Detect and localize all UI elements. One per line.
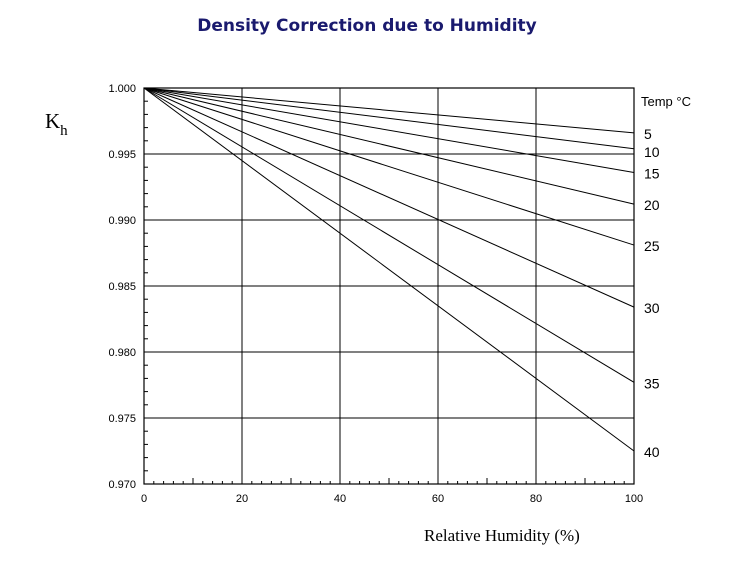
plot-frame [143,87,635,485]
series-line-35 [143,87,635,383]
series-line-5 [143,87,635,134]
x-axis-label: Relative Humidity (%) [424,526,580,545]
y-axis-label-main: K [45,109,60,133]
series-lines [143,87,635,452]
chart-title: Density Correction due to Humidity [197,16,537,36]
series-label-15: 15 [644,165,660,181]
x-tick-label-100: 100 [625,493,643,505]
series-label-40: 40 [644,444,660,460]
series-line-30 [143,87,635,308]
x-tick-label-80: 80 [530,493,542,505]
y-tick-label-0.990: 0.990 [108,215,136,227]
legend-title: Temp °C [641,94,691,109]
x-tick-label-60: 60 [432,493,444,505]
y-tick-label-0.975: 0.975 [108,413,136,425]
x-tick-label-20: 20 [236,493,248,505]
series-label-35: 35 [644,375,660,391]
y-tick-label-0.980: 0.980 [108,347,136,359]
series-line-40 [143,87,635,452]
grid-lines [143,87,635,485]
x-tick-label-0: 0 [141,493,147,505]
y-tick-label-0.985: 0.985 [108,281,136,293]
series-label-20: 20 [644,197,660,213]
series-label-5: 5 [644,126,652,142]
y-axis-label-sub: h [60,123,68,139]
series-line-25 [143,87,635,246]
series-label-25: 25 [644,238,660,254]
series-label-30: 30 [644,300,660,316]
series-line-15 [143,87,635,173]
y-axis-label: Kh [45,109,68,139]
series-line-20 [143,87,635,205]
series-label-10: 10 [644,144,660,160]
y-tick-label-1.000: 1.000 [108,83,136,95]
y-tick-label-0.995: 0.995 [108,149,136,161]
y-tick-label-0.970: 0.970 [108,479,136,491]
x-tick-label-40: 40 [334,493,346,505]
x-tick-labels: 0 20 40 60 80 100 [141,493,643,505]
legend: Temp °C 5 10 15 20 25 30 35 40 [641,94,691,460]
series-line-10 [143,87,635,150]
y-tick-labels: 1.000 0.995 0.990 0.985 0.980 0.975 0.970 [108,83,136,491]
